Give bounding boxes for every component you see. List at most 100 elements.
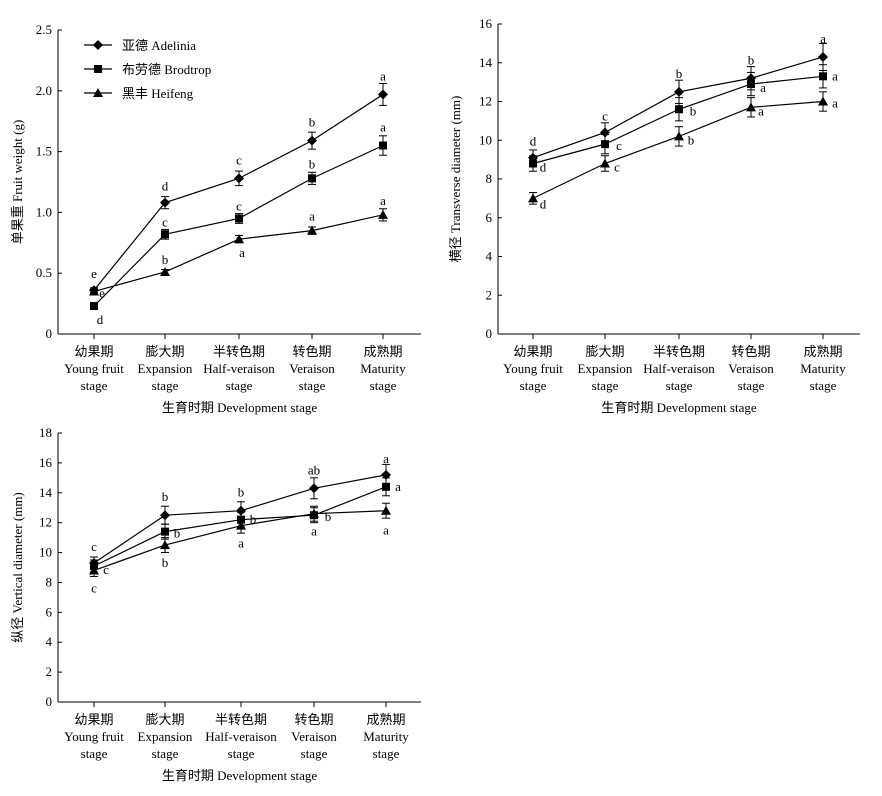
x-tick-label: Maturity	[363, 729, 409, 744]
y-tick-label: 2.0	[36, 83, 52, 98]
significance-letter: d	[530, 134, 537, 149]
significance-letter: b	[162, 252, 169, 267]
significance-letter: a	[239, 245, 245, 260]
data-point-triangle	[160, 266, 170, 276]
data-point-triangle	[160, 540, 170, 550]
significance-letter: b	[688, 132, 695, 147]
x-tick-label: stage	[370, 378, 397, 393]
x-tick-label: stage	[81, 746, 108, 761]
data-point-triangle	[600, 158, 610, 168]
y-tick-label: 14	[39, 485, 53, 500]
significance-letter: a	[383, 523, 389, 538]
data-point-square	[819, 72, 827, 81]
data-point-square	[235, 214, 243, 223]
significance-letter: a	[309, 209, 315, 224]
series-triangle: d c b a a	[528, 91, 838, 211]
significance-letter: c	[91, 580, 97, 595]
significance-letter: a	[380, 68, 386, 83]
y-tick-label: 14	[479, 55, 493, 70]
significance-letter: a	[395, 479, 401, 494]
significance-letter: b	[748, 52, 755, 67]
y-tick-label: 0	[46, 326, 53, 341]
x-tick-label: Veraison	[289, 361, 335, 376]
data-point-triangle	[378, 209, 388, 219]
y-tick-label: 1.5	[36, 144, 52, 159]
significance-letter: c	[602, 109, 608, 124]
data-point-triangle	[234, 234, 244, 244]
x-tick-label: Young fruit	[64, 729, 124, 744]
significance-letter: b	[250, 512, 257, 527]
legend-marker-square	[94, 65, 102, 73]
y-tick-label: 8	[486, 171, 493, 186]
data-point-triangle	[89, 565, 99, 575]
data-point-triangle	[89, 286, 99, 296]
data-point-triangle	[528, 193, 538, 203]
legend-label: 亚德 Adelinia	[122, 38, 196, 53]
data-point-triangle	[818, 96, 828, 106]
series-line	[93, 144, 384, 307]
chart-panel-fruit-weight: 0 0.5 1.0 1.5 2.0 2.5 幼果期 Young fruit stage 膨大期 Ex…	[10, 22, 421, 415]
x-tick-label: stage	[81, 378, 108, 393]
x-tick-label: Young fruit	[64, 361, 124, 376]
significance-letter: b	[162, 555, 169, 570]
x-tick-label: 转色期	[292, 344, 331, 359]
x-tick-label: Half-veraison	[643, 361, 715, 376]
data-point-triangle	[309, 508, 319, 518]
y-tick-label: 2	[486, 287, 493, 302]
y-tick-label: 12	[479, 94, 492, 109]
data-point-square	[382, 482, 390, 491]
significance-letter: a	[820, 31, 826, 46]
data-point-diamond	[160, 197, 170, 208]
significance-letter: e	[99, 285, 105, 300]
significance-letter: c	[103, 562, 109, 577]
y-tick-label: 16	[39, 455, 53, 470]
significance-letter: b	[676, 66, 683, 81]
data-point-triangle	[381, 505, 391, 515]
x-tick-label: stage	[666, 378, 693, 393]
x-tick-label: stage	[152, 378, 179, 393]
y-tick-label: 0	[486, 326, 493, 341]
x-tick-label: Veraison	[728, 361, 774, 376]
x-axis-title: 生育时期 Development stage	[601, 400, 756, 415]
x-tick-label: Maturity	[360, 361, 406, 376]
data-point-triangle	[307, 225, 317, 235]
y-tick-label: 10	[479, 132, 492, 147]
x-tick-label: 半转色期	[215, 712, 267, 727]
significance-letter: b	[162, 489, 169, 504]
x-tick-label: stage	[738, 378, 765, 393]
data-point-square	[379, 141, 387, 150]
data-point-square	[161, 527, 169, 536]
legend-marker-triangle	[93, 88, 103, 97]
significance-letter: c	[162, 214, 168, 229]
x-tick-label: stage	[592, 378, 619, 393]
y-tick-label: 10	[39, 545, 52, 560]
series-square: cbb ba	[90, 477, 401, 577]
legend-label: 黑丰 Heifeng	[122, 86, 194, 101]
significance-letter: a	[832, 68, 838, 83]
x-tick-label: Expansion	[578, 361, 633, 376]
y-tick-label: 4	[46, 634, 53, 649]
x-tick-label: stage	[301, 746, 328, 761]
data-point-square	[747, 80, 755, 89]
x-tick-label: Half-veraison	[205, 729, 277, 744]
y-tick-label: 8	[46, 574, 53, 589]
x-tick-label: 成熟期	[366, 712, 405, 727]
data-point-square	[90, 302, 98, 311]
data-point-diamond	[307, 135, 317, 146]
significance-letter: a	[380, 193, 386, 208]
significance-letter: b	[325, 509, 332, 524]
legend-marker-diamond	[93, 40, 103, 50]
significance-letter: a	[380, 120, 386, 135]
x-tick-label: stage	[299, 378, 326, 393]
chart-panel-transverse-diameter: 0 2 4 6 8 10 12 14 16 幼果期 Young fruit stage 膨大期 Expan…	[448, 16, 860, 415]
x-axis-title: 生育时期 Development stage	[162, 768, 317, 783]
significance-letter: b	[238, 485, 245, 500]
x-tick-label: stage	[810, 378, 837, 393]
x-tick-label: 半转色期	[653, 344, 705, 359]
significance-letter: e	[91, 266, 97, 281]
significance-letter: c	[616, 138, 622, 153]
data-point-diamond	[236, 505, 246, 516]
data-point-square	[161, 230, 169, 239]
